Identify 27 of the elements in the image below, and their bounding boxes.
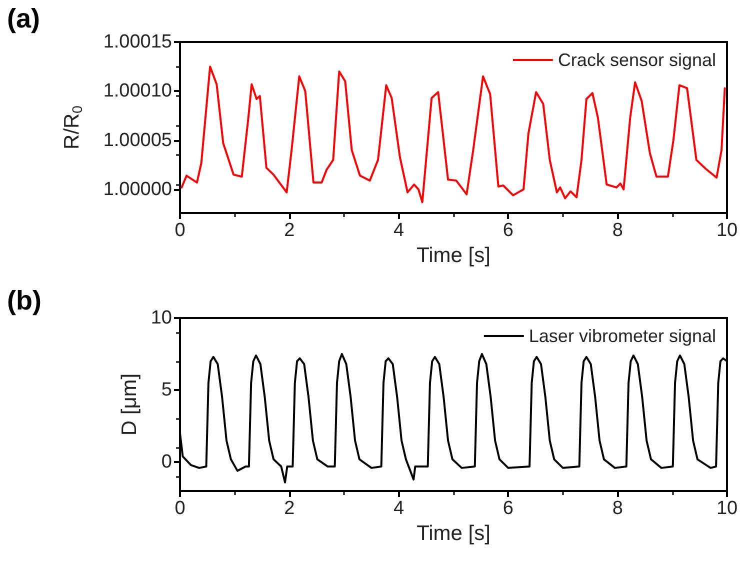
y-axis-title: R/R0: [60, 105, 85, 150]
x-tick-label: 10: [716, 220, 738, 241]
y-tick-label: 1.00010: [103, 80, 172, 102]
x-tick-label: 2: [284, 220, 295, 241]
x-tick-label: 0: [174, 498, 186, 519]
y-tick-label: 10: [150, 308, 172, 328]
x-tick-label: 0: [174, 220, 186, 241]
y-tick-label: 5: [161, 380, 172, 401]
chart-title: (a): [7, 4, 40, 34]
x-tick-label: 8: [612, 498, 623, 519]
legend-label: Laser vibrometer signal: [528, 326, 716, 346]
chart-title: (b): [7, 286, 42, 316]
x-tick-label: 6: [502, 498, 514, 519]
y-axis-title: D [μm]: [118, 373, 141, 436]
x-tick-label: 6: [502, 220, 514, 241]
x-tick-label: 2: [284, 498, 295, 519]
y-tick-label: 1.00000: [103, 178, 172, 200]
x-axis-title: Time [s]: [416, 244, 490, 267]
y-tick-label: 0: [161, 452, 172, 473]
legend-label: Crack sensor signal: [558, 50, 716, 70]
y-tick-label: 1.00005: [103, 130, 172, 151]
x-tick-label: 4: [394, 498, 405, 519]
y-tick-label: 1.00015: [103, 32, 172, 52]
x-tick-label: 4: [394, 220, 405, 241]
x-tick-label: 10: [716, 498, 738, 519]
x-axis-title: Time [s]: [416, 522, 490, 545]
x-tick-label: 8: [612, 220, 623, 241]
